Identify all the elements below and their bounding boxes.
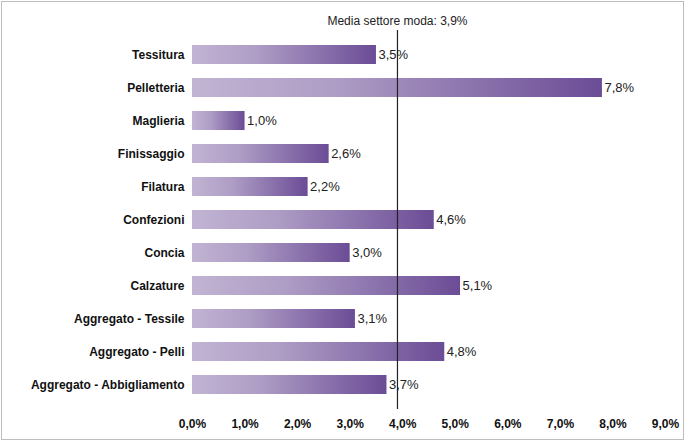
svg-text:3,5%: 3,5% xyxy=(378,47,408,62)
svg-text:4,0%: 4,0% xyxy=(389,417,417,431)
svg-text:3,7%: 3,7% xyxy=(389,377,419,392)
svg-text:Media settore moda: 3,9%: Media settore moda: 3,9% xyxy=(327,14,467,28)
svg-text:3,0%: 3,0% xyxy=(352,245,382,260)
svg-text:Calzature: Calzature xyxy=(130,279,184,293)
svg-text:Tessitura: Tessitura xyxy=(132,48,185,62)
svg-text:Concia: Concia xyxy=(144,246,184,260)
svg-text:9,0%: 9,0% xyxy=(652,417,680,431)
svg-text:8,0%: 8,0% xyxy=(599,417,627,431)
svg-text:4,6%: 4,6% xyxy=(436,212,466,227)
svg-text:4,8%: 4,8% xyxy=(447,344,477,359)
svg-text:Aggregato - Pelli: Aggregato - Pelli xyxy=(89,345,184,359)
svg-text:0,0%: 0,0% xyxy=(179,417,207,431)
svg-text:2,6%: 2,6% xyxy=(331,146,361,161)
svg-text:6,0%: 6,0% xyxy=(494,417,522,431)
svg-text:1,0%: 1,0% xyxy=(247,113,277,128)
svg-text:2,2%: 2,2% xyxy=(310,179,340,194)
svg-text:3,1%: 3,1% xyxy=(357,311,387,326)
svg-text:Aggregato - Abbigliamento: Aggregato - Abbigliamento xyxy=(31,378,185,392)
svg-text:Pelletteria: Pelletteria xyxy=(127,81,185,95)
svg-text:2,0%: 2,0% xyxy=(284,417,312,431)
svg-text:7,0%: 7,0% xyxy=(547,417,575,431)
svg-text:5,0%: 5,0% xyxy=(442,417,470,431)
svg-text:Maglieria: Maglieria xyxy=(132,114,184,128)
svg-text:5,1%: 5,1% xyxy=(463,278,493,293)
svg-text:7,8%: 7,8% xyxy=(604,80,634,95)
svg-text:Confezioni: Confezioni xyxy=(123,213,184,227)
svg-text:1,0%: 1,0% xyxy=(231,417,259,431)
svg-text:3,0%: 3,0% xyxy=(336,417,364,431)
svg-text:Aggregato - Tessile: Aggregato - Tessile xyxy=(74,312,185,326)
svg-text:Filatura: Filatura xyxy=(141,180,185,194)
svg-text:Finissaggio: Finissaggio xyxy=(118,147,185,161)
